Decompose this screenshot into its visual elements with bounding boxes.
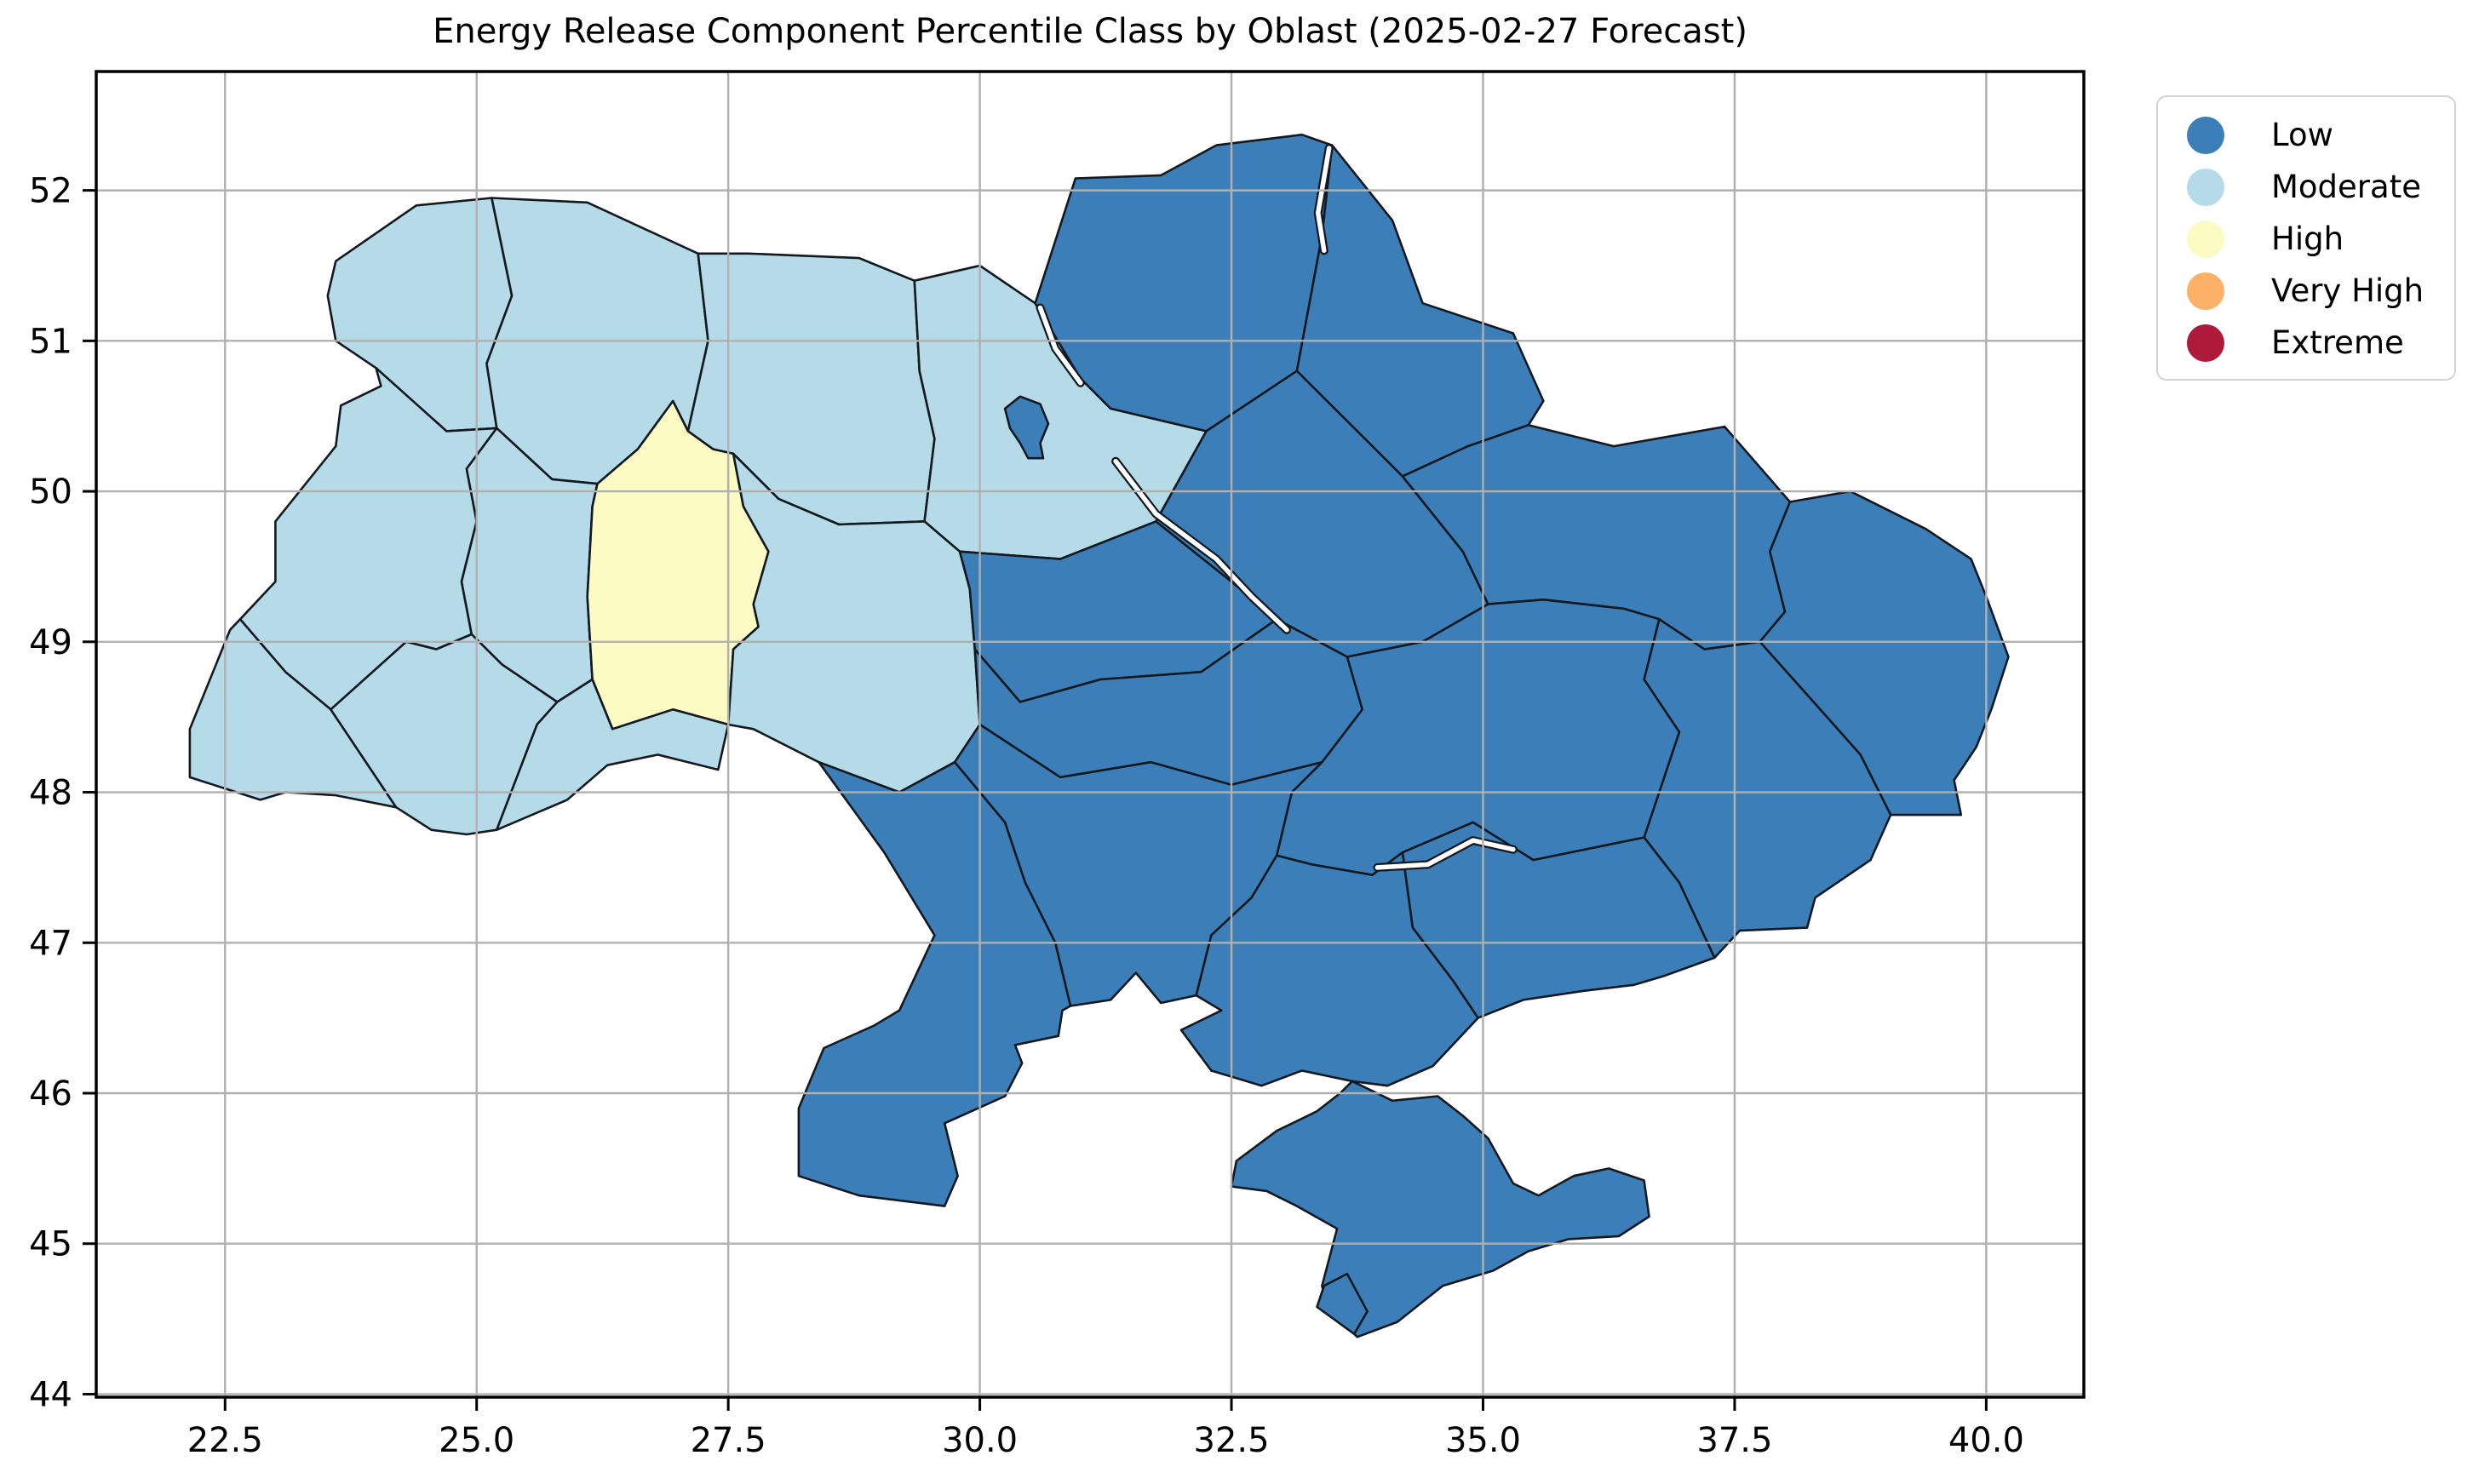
x-tick-label: 40.0	[1948, 1421, 2024, 1460]
legend-label: Moderate	[2271, 169, 2421, 205]
y-tick-label: 47	[29, 924, 72, 963]
legend-swatch-very-high-icon	[2187, 272, 2224, 310]
legend-item-very-high: Very High	[2158, 265, 2454, 317]
legend-swatch-high-icon	[2187, 220, 2224, 258]
region-kyiv-city	[1003, 395, 1050, 460]
legend-label: Extreme	[2271, 324, 2404, 361]
region-volyn	[326, 197, 514, 433]
y-tick-label: 48	[29, 774, 72, 813]
water-kyiv-reservoir	[1037, 305, 1083, 386]
legend-label: Low	[2271, 117, 2333, 153]
legend-label: High	[2271, 221, 2344, 257]
water-kakhovka-reservoir	[1374, 838, 1516, 870]
x-tick-label: 35.0	[1445, 1421, 1521, 1460]
x-tick-label: 25.0	[439, 1421, 514, 1460]
legend-swatch-extreme-icon	[2187, 324, 2224, 362]
y-tick-label: 46	[29, 1074, 72, 1114]
region-luhansk	[1759, 490, 2010, 816]
legend-label: Very High	[2271, 272, 2424, 309]
legend-item-high: High	[2158, 213, 2454, 265]
legend-swatch-low-icon	[2187, 116, 2224, 154]
page-title: Energy Release Component Percentile Clas…	[433, 12, 1747, 51]
region-ivano-frankivsk	[330, 633, 559, 836]
region-odesa	[797, 760, 1072, 1207]
water-desna-river	[1315, 146, 1332, 254]
y-tick-label: 44	[29, 1375, 72, 1414]
map-plot-area: 22.5 25.0 27.5 30.0 32.5 35.0 37.5 40.0 52 51 50 49…	[29, 70, 2086, 1460]
legend-item-moderate: Moderate	[2158, 161, 2454, 213]
x-tick-label: 32.5	[1194, 1421, 1270, 1460]
axes-spines	[95, 70, 2086, 1399]
x-tick-label: 27.5	[691, 1421, 766, 1460]
y-tick-label: 45	[29, 1225, 72, 1264]
region-crimea	[1230, 1080, 1650, 1338]
legend-item-low: Low	[2158, 109, 2454, 161]
y-tick-label: 49	[29, 623, 72, 662]
x-tick-label: 30.0	[942, 1421, 1018, 1460]
ukraine-choropleth-map: 22.5 25.0 27.5 30.0 32.5 35.0 37.5 40.0 52 51 50 49…	[29, 70, 2086, 1460]
region-sevastopol	[1316, 1272, 1369, 1336]
region-zaporizhzhia	[1401, 821, 1716, 1019]
y-tick-label: 51	[29, 322, 72, 361]
legend-swatch-moderate-icon	[2187, 168, 2224, 206]
legend: Low Moderate High Very High Extreme	[2156, 95, 2456, 381]
y-tick-label: 52	[29, 172, 72, 211]
water-kaniv-kremenchuk-reservoir	[1113, 458, 1289, 633]
x-tick-label: 37.5	[1696, 1421, 1772, 1460]
legend-item-extreme: Extreme	[2158, 317, 2454, 369]
x-tick-label: 22.5	[187, 1421, 263, 1460]
y-tick-label: 50	[29, 473, 72, 512]
